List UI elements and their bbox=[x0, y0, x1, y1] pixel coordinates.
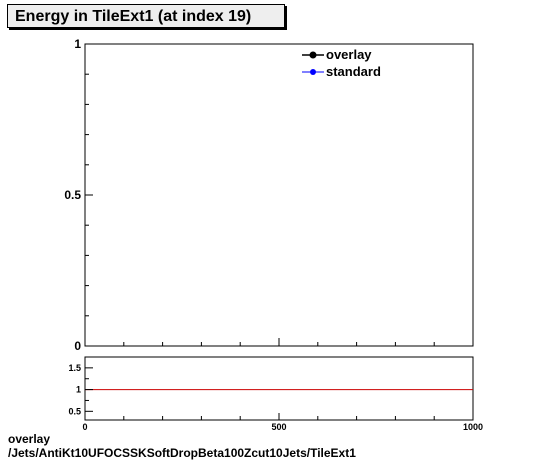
ratio-y-tick-label: 1 bbox=[76, 385, 81, 395]
footer-label: overlay bbox=[8, 432, 51, 446]
legend-overlay-label: overlay bbox=[326, 47, 372, 62]
legend-standard-label: standard bbox=[326, 64, 381, 79]
ratio-x-tick-label: 1000 bbox=[463, 422, 483, 432]
legend-standard-marker bbox=[310, 69, 316, 75]
footer-path: /Jets/AntiKt10UFOCSSKSoftDropBeta100Zcut… bbox=[8, 446, 356, 460]
ratio-axes: 0.5 1 1.5 0 500 1000 bbox=[68, 363, 483, 432]
ratio-x-tick-label: 500 bbox=[271, 422, 286, 432]
main-axes: 00.51 bbox=[64, 37, 474, 353]
main-plot-frame bbox=[84, 43, 474, 347]
ratio-y-tick-label: 0.5 bbox=[68, 406, 81, 416]
ratio-y-tick-label: 1.5 bbox=[68, 363, 81, 373]
chart-title: Energy in TileExt1 (at index 19) bbox=[15, 8, 252, 25]
ratio-x-tick-label: 0 bbox=[82, 422, 87, 432]
main-y-tick-label: 1 bbox=[74, 37, 81, 51]
ratio-plot-frame bbox=[84, 356, 474, 421]
main-y-tick-label: 0 bbox=[74, 339, 81, 353]
legend: overlay standard bbox=[302, 47, 381, 79]
main-y-tick-label: 0.5 bbox=[64, 188, 81, 202]
chart-title-box: Energy in TileExt1 (at index 19) bbox=[7, 4, 285, 28]
legend-overlay-marker bbox=[309, 51, 317, 59]
